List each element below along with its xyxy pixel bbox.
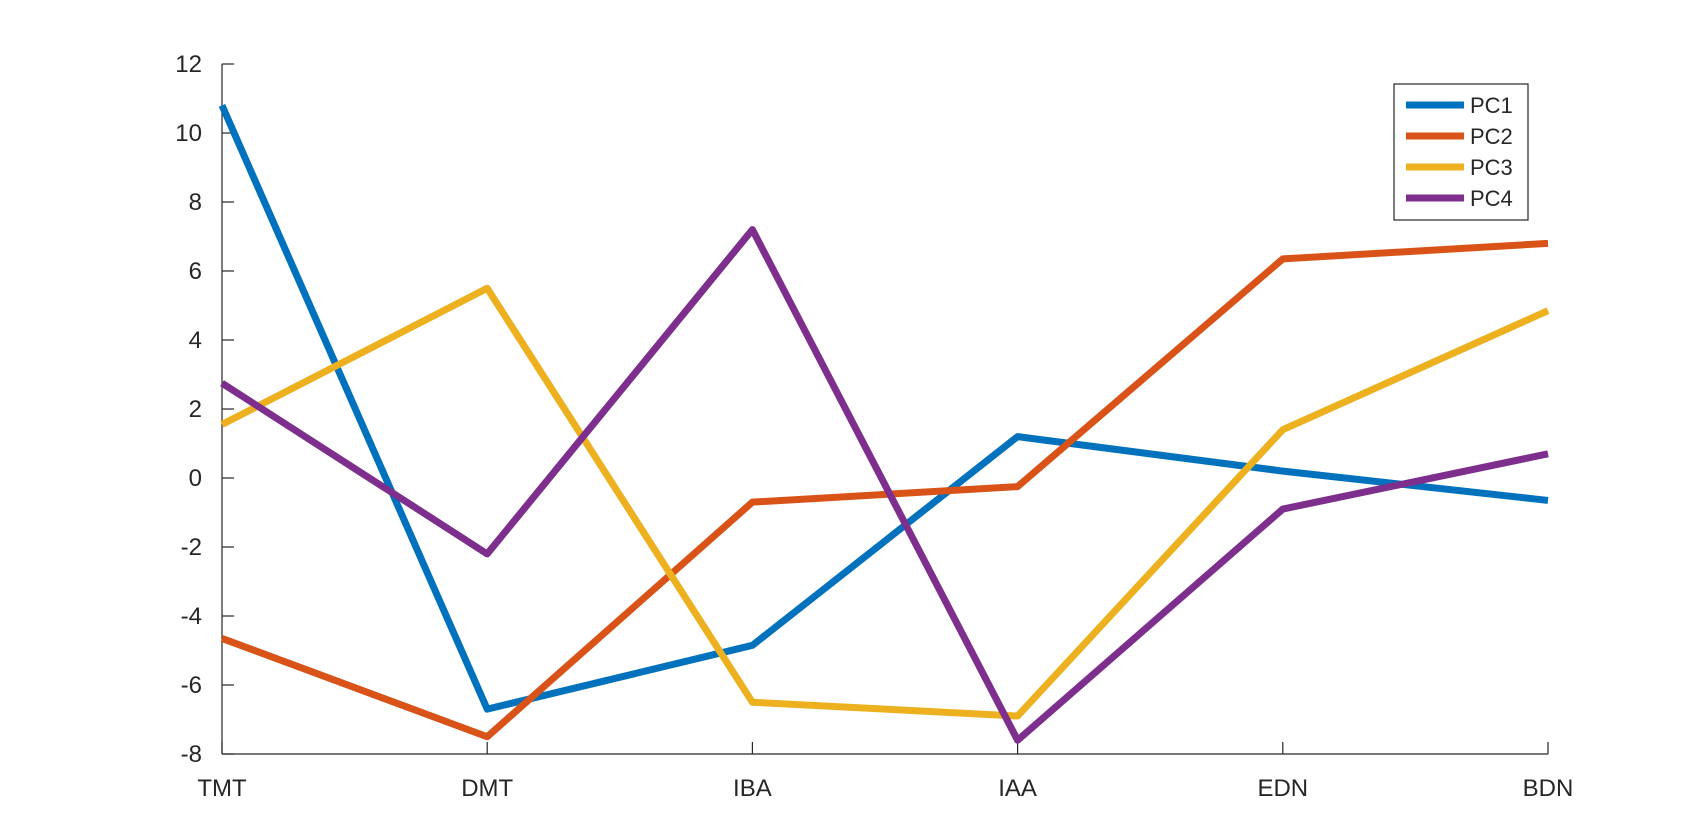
series-line-pc1 bbox=[218, 103, 1549, 713]
legend-label-pc1: PC1 bbox=[1470, 93, 1513, 118]
y-tick-label: 8 bbox=[189, 189, 202, 216]
series-line-pc4 bbox=[220, 226, 1549, 744]
y-tick-label: 0 bbox=[189, 465, 202, 492]
y-tick-label: -6 bbox=[181, 672, 202, 699]
y-tick-label: -8 bbox=[181, 741, 202, 768]
x-tick-label: IBA bbox=[733, 775, 772, 802]
y-tick-label: 12 bbox=[175, 51, 202, 78]
axes bbox=[221, 64, 1548, 755]
series-layer bbox=[218, 103, 1550, 744]
legend-label-pc4: PC4 bbox=[1470, 186, 1513, 211]
y-tick-label: -2 bbox=[181, 534, 202, 561]
y-ticks: 12 10 8 6 4 2 0 -2 -4 -6 -8 bbox=[175, 51, 234, 768]
x-tick-label: IAA bbox=[998, 775, 1037, 802]
y-tick-label: 2 bbox=[189, 396, 202, 423]
y-tick-label: -4 bbox=[181, 603, 202, 630]
y-tick-label: 10 bbox=[175, 120, 202, 147]
x-tick-label: BDN bbox=[1523, 775, 1574, 802]
series-line-pc3 bbox=[220, 284, 1550, 720]
x-tick-label: DMT bbox=[461, 775, 513, 802]
x-tick-label: EDN bbox=[1257, 775, 1308, 802]
x-tick-label: TMT bbox=[197, 775, 247, 802]
x-ticks: TMT DMT IBA IAA EDN BDN bbox=[197, 742, 1573, 802]
legend-label-pc3: PC3 bbox=[1470, 155, 1513, 180]
legend-label-pc2: PC2 bbox=[1470, 124, 1513, 149]
y-tick-label: 4 bbox=[189, 327, 202, 354]
legend: PC1 PC2 PC3 PC4 bbox=[1393, 83, 1529, 221]
series-line-pc2 bbox=[220, 239, 1549, 741]
y-tick-label: 6 bbox=[189, 258, 202, 285]
